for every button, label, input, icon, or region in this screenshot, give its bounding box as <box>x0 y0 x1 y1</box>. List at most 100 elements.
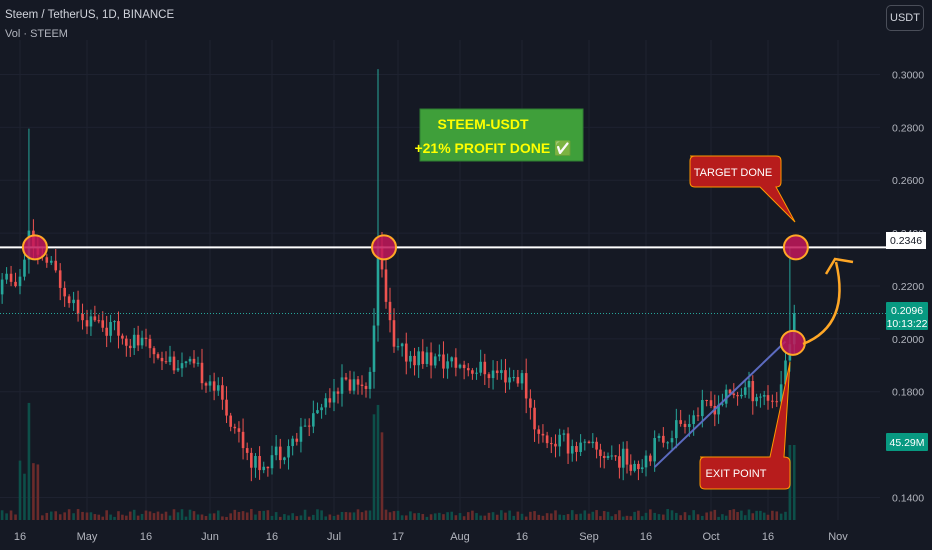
candle-body <box>491 370 495 379</box>
candle-body <box>320 407 323 411</box>
candle-body <box>575 446 578 452</box>
volume-bar <box>784 511 787 520</box>
candle-body <box>128 345 132 349</box>
candle-body <box>344 377 348 380</box>
candle-body <box>400 343 404 347</box>
volume-bar <box>675 512 678 520</box>
volume-bar <box>766 514 770 520</box>
candle-body <box>653 438 656 462</box>
volume-bar <box>113 516 116 520</box>
promo-line-1: STEEM-USDT <box>438 116 529 132</box>
candle-body <box>89 316 93 327</box>
volume-bar <box>140 513 144 520</box>
volume-bar <box>384 509 388 520</box>
candle-body <box>771 400 774 402</box>
volume-bar <box>245 512 249 520</box>
time-tick-label: May <box>77 531 98 543</box>
volume-bar <box>93 514 97 520</box>
price-axis[interactable]: 0.30000.28000.26000.24000.22000.20000.18… <box>892 69 924 504</box>
candle-body <box>666 442 669 444</box>
volume-bars <box>0 402 796 520</box>
volume-bar <box>587 513 591 520</box>
volume-bar <box>529 511 532 520</box>
target-callout: TARGET DONE <box>689 155 796 223</box>
volume-bar <box>583 510 587 520</box>
volume-bar <box>409 511 412 520</box>
candle-body <box>683 423 687 428</box>
volume-bar <box>775 511 779 520</box>
volume-bar <box>221 516 224 520</box>
candle-body <box>740 394 743 397</box>
volume-bar <box>274 512 278 520</box>
candle-body <box>348 379 352 391</box>
candle-body <box>409 355 412 362</box>
candle-body <box>541 433 545 436</box>
candle-body <box>751 381 755 402</box>
price-tick-label: 0.2000 <box>892 334 924 346</box>
candle-body <box>58 270 62 288</box>
candle-body <box>360 384 364 386</box>
candle-body <box>278 446 282 461</box>
currency-button[interactable]: USDT <box>886 5 924 31</box>
candle-body <box>562 433 566 435</box>
candle-body <box>14 281 17 287</box>
volume-bar <box>125 515 128 520</box>
volume-bar <box>606 511 610 520</box>
grid <box>0 40 880 520</box>
volume-bar <box>54 511 58 520</box>
volume-bar <box>192 511 196 520</box>
candle-body <box>504 370 507 383</box>
candle-body <box>554 443 557 447</box>
volume-bar <box>295 516 299 520</box>
volume-bar <box>76 509 80 520</box>
candle-body <box>101 320 105 328</box>
volume-bar <box>633 511 636 520</box>
candle-body <box>705 400 708 402</box>
time-axis[interactable]: 16 May 16 Jun 16 Jul 17 Aug 16 Sep 16 Oct 16 Nov <box>14 531 848 543</box>
volume-bar <box>233 509 237 520</box>
volume-bar <box>164 511 168 520</box>
volume-bar <box>533 511 536 520</box>
volume-bar <box>479 515 482 520</box>
volume-bar <box>208 513 212 520</box>
candle-body <box>679 420 682 424</box>
volume-bar <box>348 512 352 520</box>
candle-body <box>109 322 112 336</box>
volume-bar <box>368 510 372 520</box>
last-price-tag: 0.2096 10:13:22 <box>886 302 928 330</box>
time-tick-label: Oct <box>702 531 719 543</box>
candle-body <box>245 448 249 453</box>
candle-body <box>67 296 71 304</box>
candle-body <box>495 370 499 374</box>
candles <box>0 69 796 482</box>
volume-bar <box>356 509 360 520</box>
candle-body <box>520 373 524 384</box>
volume-bar <box>736 512 739 520</box>
candle-body <box>579 442 582 452</box>
volume-bar <box>49 511 53 520</box>
candle-body <box>303 425 307 427</box>
candle-body <box>438 354 441 357</box>
candle-body <box>140 337 144 346</box>
level-price-label: 0.2346 <box>890 235 922 247</box>
volume-bar <box>241 511 245 520</box>
candle-body <box>45 257 49 263</box>
volume-bar <box>109 514 112 520</box>
volume-bar <box>188 509 192 520</box>
volume-bar <box>446 512 449 520</box>
volume-bar <box>629 516 633 520</box>
volume-bar <box>212 513 216 520</box>
volume-bar <box>683 512 687 520</box>
candle-body <box>792 313 796 345</box>
candle-body <box>743 387 747 395</box>
volume-bar <box>466 512 470 520</box>
candle-body <box>250 452 253 468</box>
candle-body <box>283 457 286 461</box>
candle-body <box>537 429 541 434</box>
volume-bar <box>229 513 232 520</box>
level-touch-marker <box>371 234 397 261</box>
candle-body <box>332 391 336 403</box>
candle-body <box>779 384 783 402</box>
volume-bar <box>724 515 728 520</box>
